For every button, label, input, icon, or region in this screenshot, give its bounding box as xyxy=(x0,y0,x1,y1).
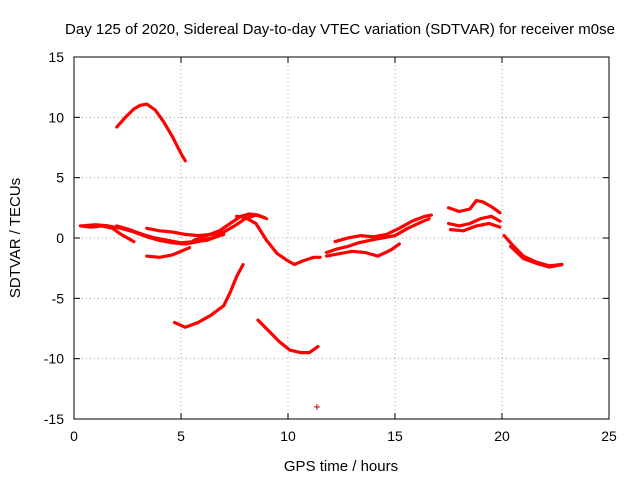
x-tick-label: 15 xyxy=(387,428,403,444)
y-tick-label: -10 xyxy=(44,351,64,367)
series-arc-n xyxy=(446,214,502,228)
x-tick-label: 10 xyxy=(280,428,296,444)
y-tick-label: -15 xyxy=(44,411,64,427)
series-arc-k xyxy=(324,242,401,258)
y-tick-labels: -15 -10 -5 0 5 10 15 xyxy=(44,49,64,427)
y-tick-label: -5 xyxy=(52,290,65,306)
x-tick-label: 25 xyxy=(601,428,617,444)
series-arc-l xyxy=(333,213,433,244)
data-traces xyxy=(78,102,564,355)
series-arc-q xyxy=(509,244,564,269)
outlier-markers xyxy=(313,403,320,410)
y-tick-label: 5 xyxy=(56,170,64,186)
x-tick-label: 5 xyxy=(177,428,185,444)
series-arc-m xyxy=(446,199,502,215)
y-tick-label: 10 xyxy=(48,109,64,125)
x-tick-labels: 0 5 10 15 20 25 xyxy=(70,428,617,444)
series-arc-g xyxy=(235,214,322,267)
series-arc-high xyxy=(115,102,187,163)
series-arc-j xyxy=(324,217,431,255)
series-arc-f xyxy=(192,212,269,242)
series-arc-e xyxy=(145,246,192,259)
x-tick-label: 20 xyxy=(494,428,510,444)
series-arc-h xyxy=(173,262,245,329)
y-tick-label: 0 xyxy=(56,230,64,246)
y-tick-label: 15 xyxy=(48,49,64,65)
series-arc-c xyxy=(115,224,222,245)
outlier-point xyxy=(313,403,320,410)
x-tick-label: 0 xyxy=(70,428,78,444)
series-arc-o xyxy=(449,221,502,233)
series-arc-i xyxy=(256,318,320,355)
x-axis-label: GPS time / hours xyxy=(284,458,398,475)
axis-ticks xyxy=(73,56,610,420)
chart-title: Day 125 of 2020, Sidereal Day-to-day VTE… xyxy=(65,21,615,38)
y-axis-label: SDTVAR / TECUs xyxy=(7,178,24,298)
grid-lines xyxy=(74,57,609,419)
